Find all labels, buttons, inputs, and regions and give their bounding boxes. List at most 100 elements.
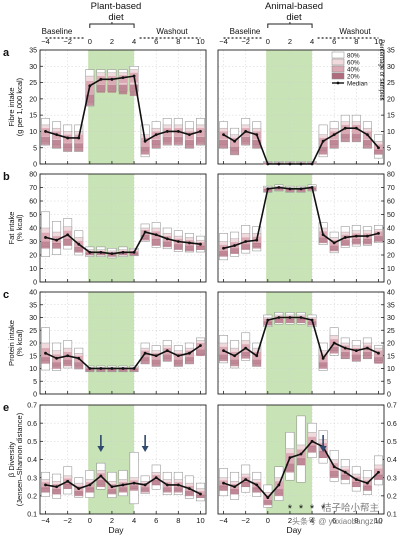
top-x-tick-label: 2 (288, 37, 292, 46)
significance-star: * (299, 503, 304, 515)
top-x-tick-label: −4 (219, 37, 228, 46)
watermark-line1: 桔子哈小帮主 (322, 502, 379, 514)
y-tick-label: 20 (387, 253, 395, 260)
quantile-20-box (285, 318, 295, 323)
quantile-20-box (352, 238, 361, 245)
quantile-20-box (352, 354, 361, 362)
y-tick-label: 25 (29, 80, 37, 87)
quantile-20-box (285, 463, 295, 473)
y-axis-label: Fat intake (7, 212, 16, 245)
quantile-20-box (96, 368, 106, 372)
quantile-20-box (274, 489, 284, 497)
median-point (266, 187, 270, 191)
y-tick-label: 20 (387, 341, 395, 348)
quantile-20-box (152, 480, 161, 486)
legend-label: 60% (347, 60, 360, 67)
y-tick-label: 30 (29, 315, 37, 322)
panel-e-animal: 0.1 0.2 0.3 0.4 0.5 0.6 0.7 −4 −2 0 2 4 6 8 10 * * * * (217, 403, 397, 525)
median-point (343, 236, 347, 239)
diet-period-band (266, 50, 313, 164)
median-point (199, 344, 202, 347)
quantile-20-box (285, 189, 295, 192)
median-point (110, 485, 114, 489)
median-point (132, 74, 136, 78)
median-point (277, 162, 281, 166)
quantile-20-box (129, 368, 139, 372)
panel-letter: c (3, 289, 9, 301)
quantile-20-box (196, 494, 205, 498)
quantile-20-box (363, 140, 372, 149)
median-point (332, 241, 336, 245)
median-point (299, 187, 303, 191)
median-point (132, 367, 136, 370)
top-x-tick-label: 2 (110, 37, 114, 46)
y-tick-label: 0.4 (387, 457, 397, 464)
median-point (165, 237, 169, 241)
legend-label: Median (347, 81, 368, 88)
x-tick-label: 0 (88, 516, 92, 525)
y-tick-label: 0.5 (27, 439, 37, 446)
quantile-20-box (74, 491, 83, 497)
median-point (165, 483, 169, 487)
median-point (44, 351, 47, 355)
arrow-head-icon (97, 446, 105, 452)
panel-e-plant: 0.1 0.2 0.3 0.4 0.5 0.6 0.7 −4 −2 0 2 4 6 8 10 (27, 403, 207, 525)
plot-frame (39, 49, 207, 165)
median-point (55, 485, 58, 489)
median-point (310, 439, 314, 443)
quantile-20-box (174, 487, 183, 493)
quantile-20-box (41, 357, 50, 364)
quantile-20-box (318, 362, 328, 369)
y-tick-label: 35 (29, 302, 37, 309)
median-point (244, 478, 248, 481)
y-tick-label: 25 (29, 328, 37, 335)
quantile-20-box (185, 357, 194, 364)
y-tick-label: 5 (387, 145, 391, 152)
y-tick-label: 0.4 (27, 457, 37, 464)
median-point (66, 479, 70, 483)
median-point (88, 483, 92, 487)
top-x-tick-label: 0 (88, 37, 92, 46)
median-point (288, 456, 292, 460)
median-point (354, 349, 358, 353)
median-point (233, 354, 237, 358)
quantile-20-box (252, 243, 261, 249)
y-tick-label: 15 (387, 353, 395, 360)
header-brackets: −4 −2 0 2 4 6 8 10 −4 −2 0 2 4 6 8 10 (41, 22, 383, 46)
quantile-20-box (241, 244, 250, 250)
quantile-20-box (296, 458, 306, 466)
panel-c-animal: 0 5 10 15 20 25 30 35 40 (217, 290, 395, 399)
quantile-20-box (196, 245, 205, 250)
arrow-head-icon (141, 446, 149, 452)
quantile-20-box (174, 359, 183, 367)
median-point (188, 133, 191, 137)
median-point (277, 186, 281, 189)
y-tick-label: 30 (387, 64, 395, 71)
y-tick-label: 0 (33, 162, 37, 169)
median-point (176, 354, 180, 358)
washout-label-right: Washout (339, 27, 371, 36)
median-point (121, 483, 125, 487)
quantile-20-box (52, 243, 61, 249)
median-point (44, 483, 47, 487)
y-tick-label: 0 (387, 392, 391, 399)
left-title-line2: diet (108, 12, 124, 23)
median-point (343, 470, 347, 474)
quantile-20-box (363, 352, 372, 359)
quantile-20-box (307, 445, 317, 453)
quantile-20-box (330, 140, 339, 149)
y-tick-label: 0.1 (27, 512, 37, 519)
median-point (88, 367, 92, 370)
median-point (77, 136, 81, 140)
quantile-20-box (241, 352, 250, 359)
y-tick-label: 60 (387, 199, 395, 206)
significance-star: * (321, 503, 326, 515)
median-point (255, 354, 259, 358)
median-point (377, 351, 380, 355)
y-tick-label: 60 (29, 199, 37, 206)
y-tick-label: 40 (29, 290, 37, 297)
quantile-20-box (63, 359, 72, 367)
median-point (154, 354, 158, 358)
y-tick-label: 50 (387, 212, 395, 219)
median-point (354, 126, 358, 130)
